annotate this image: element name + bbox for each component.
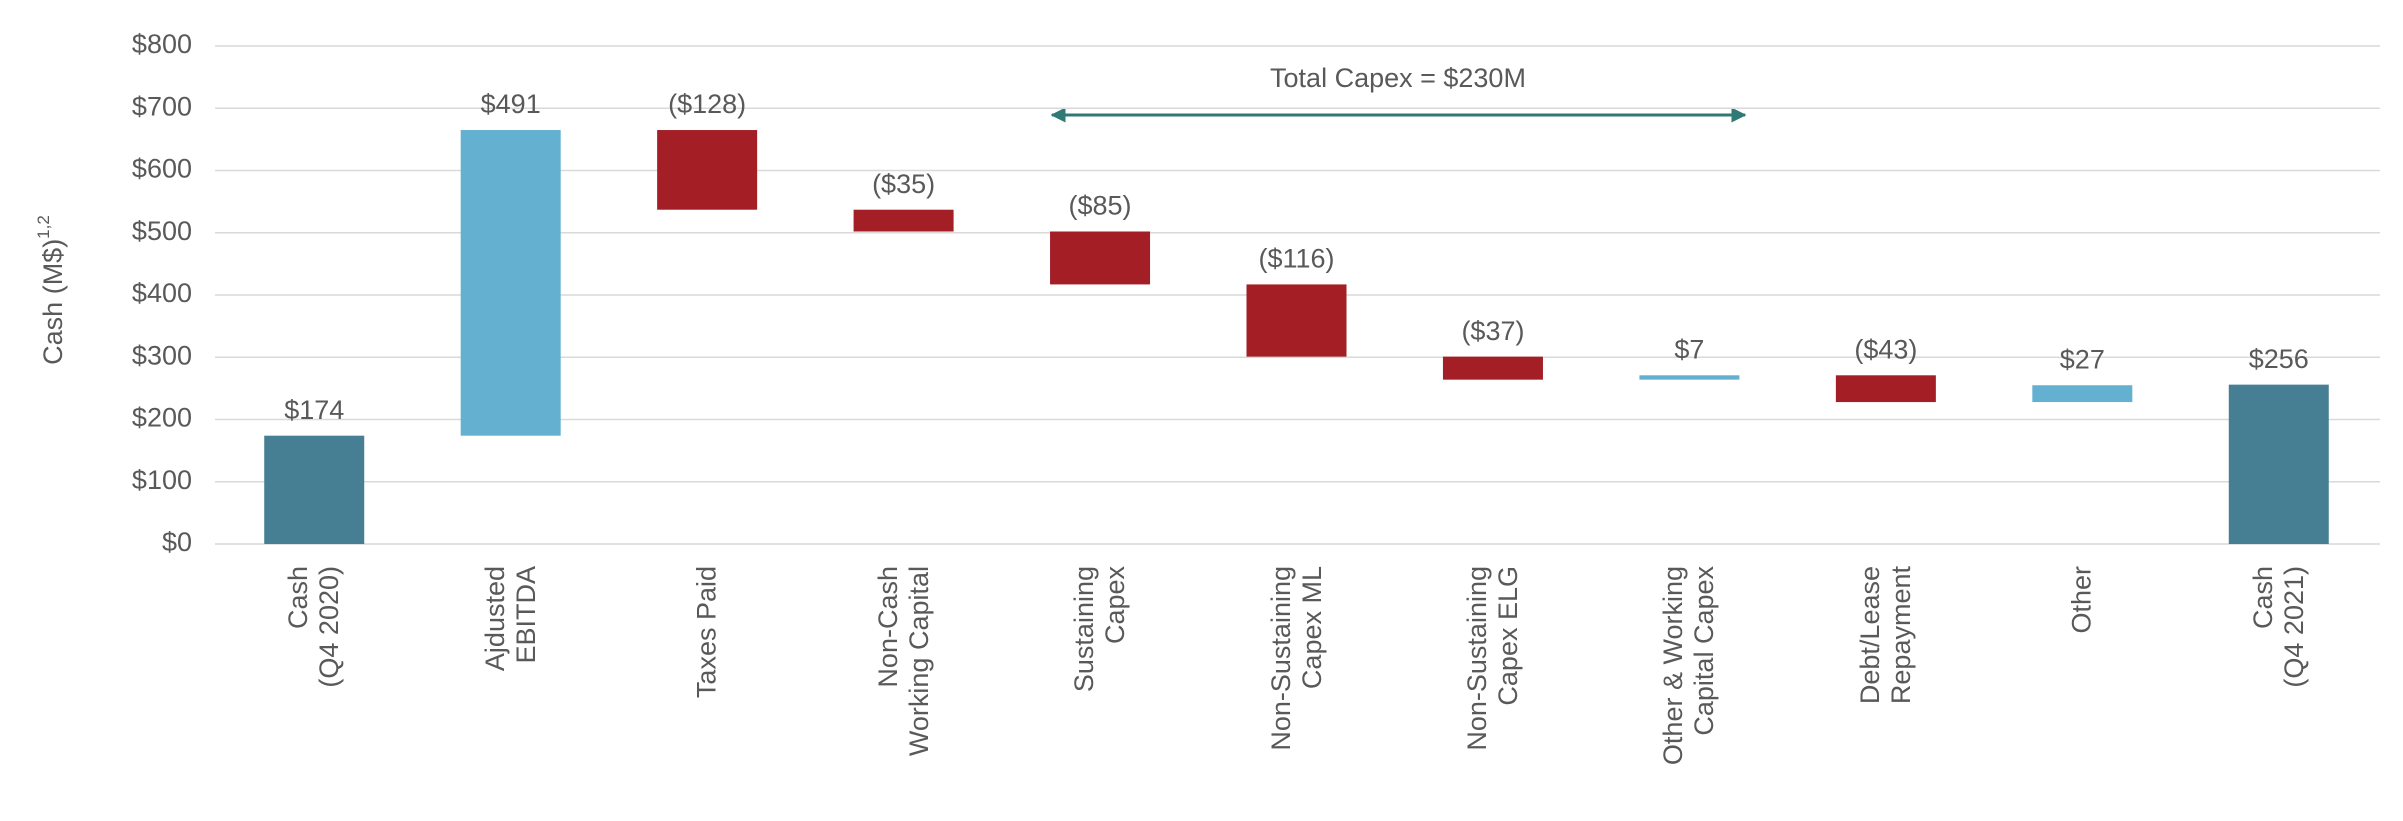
bar: [2032, 385, 2133, 403]
value-label: $27: [2060, 344, 2105, 374]
y-tick-label: $500: [132, 216, 192, 246]
value-label: ($85): [1069, 191, 1132, 221]
x-tick-label: Other & Working Capital Capex: [1658, 566, 1720, 766]
value-label: ($116): [1258, 244, 1334, 274]
x-tick-label: Taxes Paid: [691, 566, 722, 699]
y-tick-label: $200: [132, 403, 192, 433]
bar: [853, 209, 954, 232]
bar: [1246, 284, 1347, 357]
value-label: ($35): [872, 169, 935, 199]
y-axis-title: Cash (M$)1,2: [34, 215, 68, 365]
y-tick-label: $800: [132, 29, 192, 59]
x-tick-label: Cash (Q4 2021): [2247, 566, 2309, 688]
x-tick-label: Other: [2066, 566, 2097, 634]
bar: [1835, 375, 1936, 403]
value-label: ($37): [1461, 316, 1524, 346]
x-tick-label: Ajdusted EBITDA: [479, 566, 541, 672]
y-tick-label: $0: [162, 527, 192, 557]
value-label: ($43): [1854, 334, 1917, 364]
x-tick-label: Non-Sustaining Capex ML: [1265, 566, 1327, 751]
x-tick-label: Non-Cash Working Capital: [872, 566, 934, 757]
bar: [2228, 384, 2329, 544]
y-tick-label: $300: [132, 340, 192, 370]
bar: [264, 435, 365, 544]
value-label: $491: [481, 89, 541, 119]
value-label: $174: [284, 395, 344, 425]
bar: [1050, 231, 1151, 285]
bar: [460, 130, 561, 436]
y-tick-label: $100: [132, 465, 192, 495]
annotation: Total Capex = $230M: [1270, 63, 1526, 93]
value-label: ($128): [668, 89, 746, 119]
x-tick-label: Sustaining Capex: [1069, 566, 1131, 693]
bar: [1442, 356, 1543, 380]
x-tick-label: Non-Sustaining Capex ELG: [1461, 566, 1523, 751]
x-tick-label: Debt/Lease Repayment: [1854, 566, 1916, 705]
y-tick-label: $600: [132, 154, 192, 184]
y-tick-label: $400: [132, 278, 192, 308]
bar: [657, 130, 758, 210]
x-tick-label: Cash (Q4 2020): [283, 566, 345, 688]
bar: [1639, 375, 1740, 380]
y-tick-label: $700: [132, 91, 192, 121]
value-label: $7: [1674, 334, 1704, 364]
value-label: $256: [2249, 344, 2309, 374]
